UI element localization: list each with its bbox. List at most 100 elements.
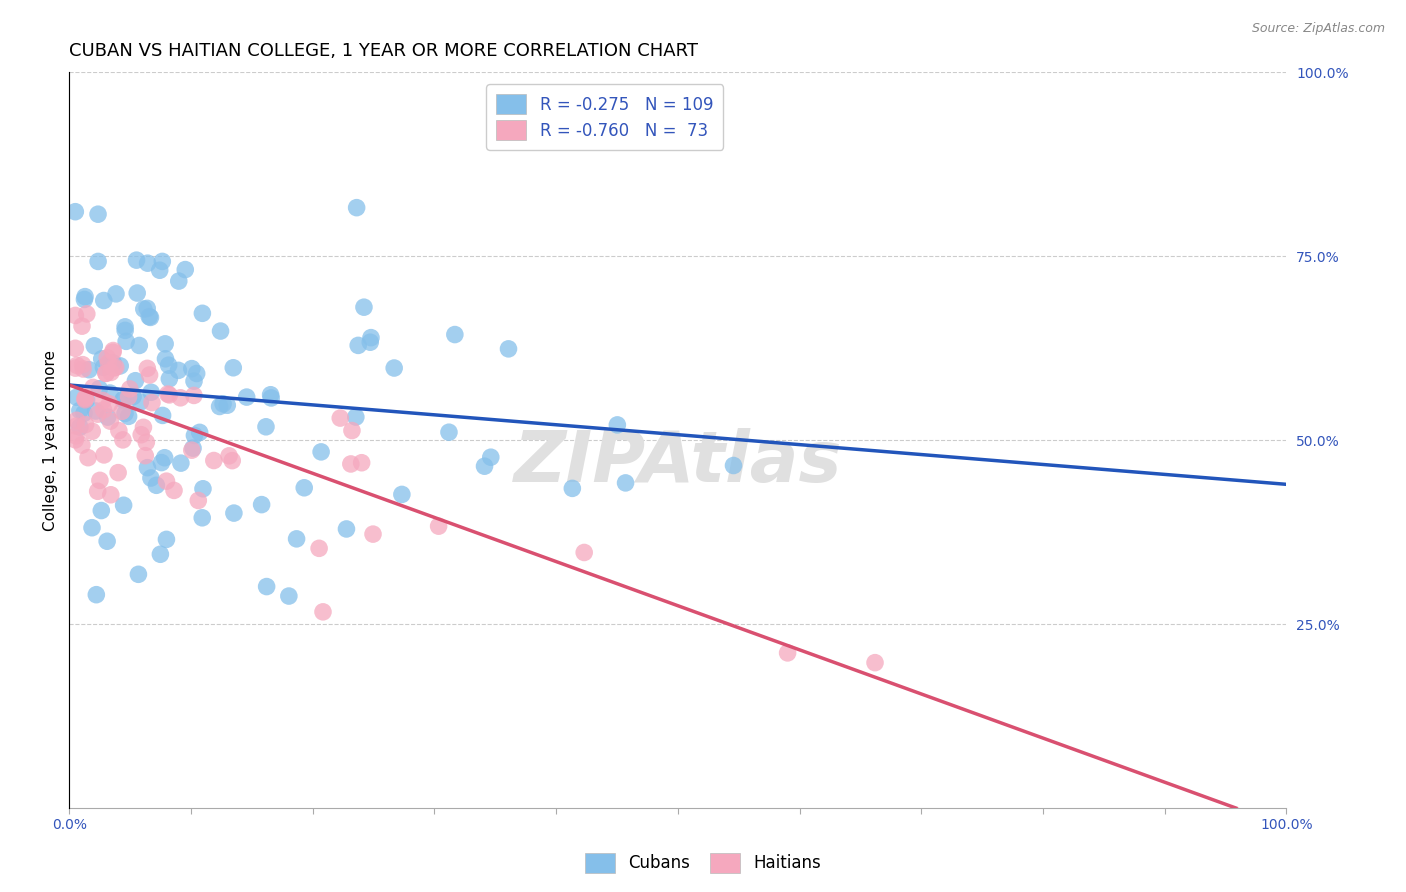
Point xyxy=(134,449,156,463)
Point xyxy=(73,293,96,307)
Point xyxy=(212,397,235,411)
Point xyxy=(614,475,637,490)
Point xyxy=(157,358,180,372)
Point xyxy=(108,424,131,438)
Point xyxy=(292,481,315,495)
Point xyxy=(191,482,214,496)
Point xyxy=(183,374,205,388)
Point xyxy=(127,567,149,582)
Point xyxy=(65,361,87,376)
Point xyxy=(188,425,211,440)
Point xyxy=(80,521,103,535)
Point xyxy=(72,358,94,372)
Point xyxy=(86,407,108,421)
Point xyxy=(66,390,89,404)
Point xyxy=(73,290,96,304)
Point xyxy=(222,360,245,375)
Point xyxy=(344,410,367,425)
Point xyxy=(129,427,152,442)
Point xyxy=(104,360,127,375)
Text: ZIPAtlas: ZIPAtlas xyxy=(513,428,842,497)
Point xyxy=(65,341,87,355)
Point xyxy=(170,456,193,470)
Point xyxy=(186,367,208,381)
Point xyxy=(561,482,583,496)
Point xyxy=(100,488,122,502)
Point xyxy=(103,356,125,370)
Point xyxy=(93,360,115,375)
Point xyxy=(97,356,120,370)
Point xyxy=(427,519,450,533)
Point xyxy=(115,334,138,349)
Point xyxy=(361,527,384,541)
Point xyxy=(235,390,257,404)
Point xyxy=(75,392,97,407)
Point xyxy=(75,417,97,432)
Point xyxy=(84,404,107,418)
Point xyxy=(259,388,281,402)
Point xyxy=(65,429,87,443)
Point xyxy=(96,534,118,549)
Point xyxy=(180,361,202,376)
Point xyxy=(127,286,149,301)
Point xyxy=(65,419,87,434)
Point xyxy=(73,392,96,406)
Text: Source: ZipAtlas.com: Source: ZipAtlas.com xyxy=(1251,22,1385,36)
Point xyxy=(86,484,108,499)
Point xyxy=(70,438,93,452)
Point xyxy=(124,374,146,388)
Point xyxy=(169,391,191,405)
Point xyxy=(180,443,202,458)
Point xyxy=(152,409,174,423)
Point xyxy=(93,403,115,417)
Point xyxy=(347,338,370,352)
Point xyxy=(86,588,108,602)
Point xyxy=(107,466,129,480)
Point xyxy=(149,263,172,277)
Point xyxy=(309,445,332,459)
Point xyxy=(101,343,124,358)
Point xyxy=(96,351,118,365)
Point xyxy=(69,403,91,417)
Point xyxy=(191,510,214,524)
Point xyxy=(346,201,368,215)
Point xyxy=(83,339,105,353)
Point xyxy=(474,459,496,474)
Point xyxy=(208,400,231,414)
Point xyxy=(157,372,180,386)
Point xyxy=(163,483,186,498)
Point xyxy=(167,363,190,377)
Text: CUBAN VS HAITIAN COLLEGE, 1 YEAR OR MORE CORRELATION CHART: CUBAN VS HAITIAN COLLEGE, 1 YEAR OR MORE… xyxy=(69,42,699,60)
Point xyxy=(285,532,308,546)
Point xyxy=(360,331,382,345)
Point xyxy=(65,433,87,447)
Point xyxy=(110,359,132,373)
Point xyxy=(340,457,363,471)
Point xyxy=(76,392,98,407)
Point xyxy=(359,335,381,350)
Point xyxy=(98,397,121,411)
Point xyxy=(250,498,273,512)
Point xyxy=(157,388,180,402)
Point xyxy=(65,309,87,323)
Point xyxy=(97,410,120,425)
Point xyxy=(444,327,467,342)
Point xyxy=(260,391,283,405)
Point xyxy=(167,274,190,288)
Point xyxy=(141,395,163,409)
Point xyxy=(353,300,375,314)
Point xyxy=(90,503,112,517)
Point xyxy=(217,398,239,412)
Point xyxy=(111,404,134,418)
Point xyxy=(187,493,209,508)
Point xyxy=(93,448,115,462)
Point xyxy=(256,580,278,594)
Point xyxy=(72,362,94,376)
Point xyxy=(118,382,141,396)
Point xyxy=(128,338,150,352)
Point xyxy=(181,441,204,455)
Legend: R = -0.275   N = 109, R = -0.760   N =  73: R = -0.275 N = 109, R = -0.760 N = 73 xyxy=(486,85,723,150)
Point xyxy=(183,388,205,402)
Point xyxy=(153,336,176,351)
Point xyxy=(82,424,104,438)
